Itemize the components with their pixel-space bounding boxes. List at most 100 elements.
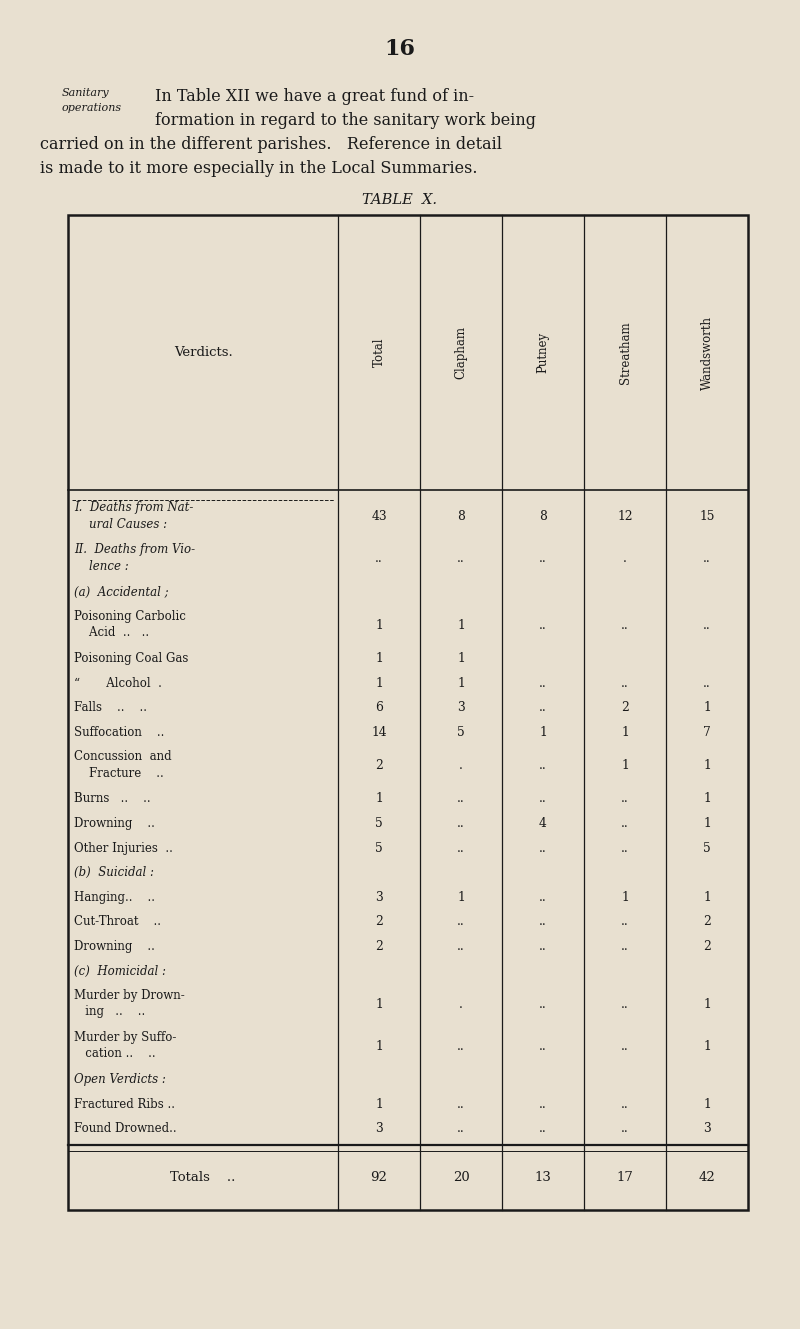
Text: 1: 1 — [375, 998, 383, 1011]
Text: ..: .. — [621, 916, 629, 929]
Text: 2: 2 — [375, 940, 383, 953]
Text: ..: .. — [621, 792, 629, 805]
Text: formation in regard to the sanitary work being: formation in regard to the sanitary work… — [155, 112, 536, 129]
Text: 1: 1 — [703, 998, 711, 1011]
Text: Open Verdicts :: Open Verdicts : — [74, 1073, 166, 1086]
Text: lence :: lence : — [74, 560, 129, 573]
Text: TABLE  X.: TABLE X. — [362, 193, 438, 207]
Text: ..: .. — [539, 1098, 547, 1111]
Text: ..: .. — [621, 676, 629, 690]
Text: ..: .. — [539, 1122, 547, 1135]
Text: .: . — [623, 553, 627, 565]
Text: Clapham: Clapham — [454, 326, 467, 379]
Text: (a)  Accidental ;: (a) Accidental ; — [74, 586, 169, 598]
Text: ..: .. — [621, 1039, 629, 1053]
Text: Cut-Throat    ..: Cut-Throat .. — [74, 916, 161, 929]
Text: ..: .. — [621, 817, 629, 829]
Text: 3: 3 — [375, 1122, 383, 1135]
Text: Verdicts.: Verdicts. — [174, 346, 232, 359]
Text: 6: 6 — [375, 702, 383, 714]
Text: Acid  ..   ..: Acid .. .. — [74, 626, 149, 639]
Text: Fracture    ..: Fracture .. — [74, 767, 164, 780]
Text: Murder by Suffo-: Murder by Suffo- — [74, 1030, 176, 1043]
Text: Hanging..    ..: Hanging.. .. — [74, 890, 155, 904]
Text: 1: 1 — [375, 1098, 383, 1111]
Text: operations: operations — [62, 104, 122, 113]
Text: 20: 20 — [453, 1171, 470, 1184]
Text: ural Causes :: ural Causes : — [74, 518, 167, 532]
Text: ..: .. — [457, 940, 465, 953]
Text: “       Alcohol  .: “ Alcohol . — [74, 676, 162, 690]
Text: 5: 5 — [375, 841, 383, 855]
Text: ..: .. — [621, 619, 629, 631]
Text: 1: 1 — [375, 653, 383, 664]
Text: 1: 1 — [375, 792, 383, 805]
Text: II.  Deaths from Vio-: II. Deaths from Vio- — [74, 544, 195, 556]
Text: ..: .. — [457, 916, 465, 929]
Text: Concussion  and: Concussion and — [74, 750, 172, 763]
Text: 1: 1 — [703, 1098, 711, 1111]
Text: 2: 2 — [375, 916, 383, 929]
Text: Murder by Drown-: Murder by Drown- — [74, 989, 185, 1002]
Text: Streatham: Streatham — [618, 322, 631, 384]
Text: 1: 1 — [457, 653, 465, 664]
Text: ..: .. — [539, 890, 547, 904]
Text: Wandsworth: Wandsworth — [701, 315, 714, 389]
Text: .: . — [459, 759, 463, 772]
Text: 2: 2 — [703, 940, 711, 953]
Text: .: . — [459, 998, 463, 1011]
Text: 1: 1 — [703, 1039, 711, 1053]
Text: Totals    ..: Totals .. — [170, 1171, 236, 1184]
Text: 16: 16 — [385, 39, 415, 60]
Text: ..: .. — [457, 817, 465, 829]
Text: Drowning    ..: Drowning .. — [74, 940, 155, 953]
Text: Burns   ..    ..: Burns .. .. — [74, 792, 150, 805]
Text: ing   ..    ..: ing .. .. — [74, 1006, 146, 1018]
Text: Total: Total — [373, 338, 386, 367]
Text: 43: 43 — [371, 510, 387, 524]
Text: 1: 1 — [539, 726, 547, 739]
Text: ..: .. — [375, 553, 383, 565]
Text: 1: 1 — [375, 619, 383, 631]
Text: 1: 1 — [621, 759, 629, 772]
Text: 5: 5 — [457, 726, 465, 739]
Text: is made to it more especially in the Local Summaries.: is made to it more especially in the Loc… — [40, 159, 478, 177]
Text: ..: .. — [457, 1039, 465, 1053]
Text: Putney: Putney — [537, 332, 550, 373]
Text: ..: .. — [457, 841, 465, 855]
Text: ..: .. — [539, 792, 547, 805]
Text: 1: 1 — [457, 619, 465, 631]
Text: 1: 1 — [375, 1039, 383, 1053]
Text: In Table XII we have a great fund of in-: In Table XII we have a great fund of in- — [155, 88, 474, 105]
Text: 17: 17 — [617, 1171, 634, 1184]
Text: ..: .. — [539, 702, 547, 714]
Text: ..: .. — [621, 1098, 629, 1111]
Text: Falls    ..    ..: Falls .. .. — [74, 702, 147, 714]
Text: 1: 1 — [457, 890, 465, 904]
Text: ..: .. — [457, 792, 465, 805]
Text: 1: 1 — [375, 676, 383, 690]
Text: 12: 12 — [617, 510, 633, 524]
Text: I.  Deaths from Nat-: I. Deaths from Nat- — [74, 501, 194, 514]
Text: 1: 1 — [703, 702, 711, 714]
Text: 8: 8 — [539, 510, 547, 524]
Text: (c)  Homicidal :: (c) Homicidal : — [74, 965, 166, 978]
Text: 5: 5 — [703, 841, 711, 855]
Text: 1: 1 — [621, 890, 629, 904]
Text: ..: .. — [539, 916, 547, 929]
Text: 3: 3 — [457, 702, 465, 714]
Text: 14: 14 — [371, 726, 387, 739]
Text: ..: .. — [457, 1122, 465, 1135]
Text: ..: .. — [621, 1122, 629, 1135]
Text: ..: .. — [457, 1098, 465, 1111]
Text: Poisoning Coal Gas: Poisoning Coal Gas — [74, 653, 188, 664]
Text: 3: 3 — [375, 890, 383, 904]
Text: ..: .. — [457, 553, 465, 565]
Text: ..: .. — [539, 619, 547, 631]
Text: Poisoning Carbolic: Poisoning Carbolic — [74, 610, 186, 622]
Text: 15: 15 — [699, 510, 714, 524]
Bar — [68, 215, 748, 1209]
Text: ..: .. — [539, 1039, 547, 1053]
Text: 92: 92 — [370, 1171, 387, 1184]
Text: 1: 1 — [703, 759, 711, 772]
